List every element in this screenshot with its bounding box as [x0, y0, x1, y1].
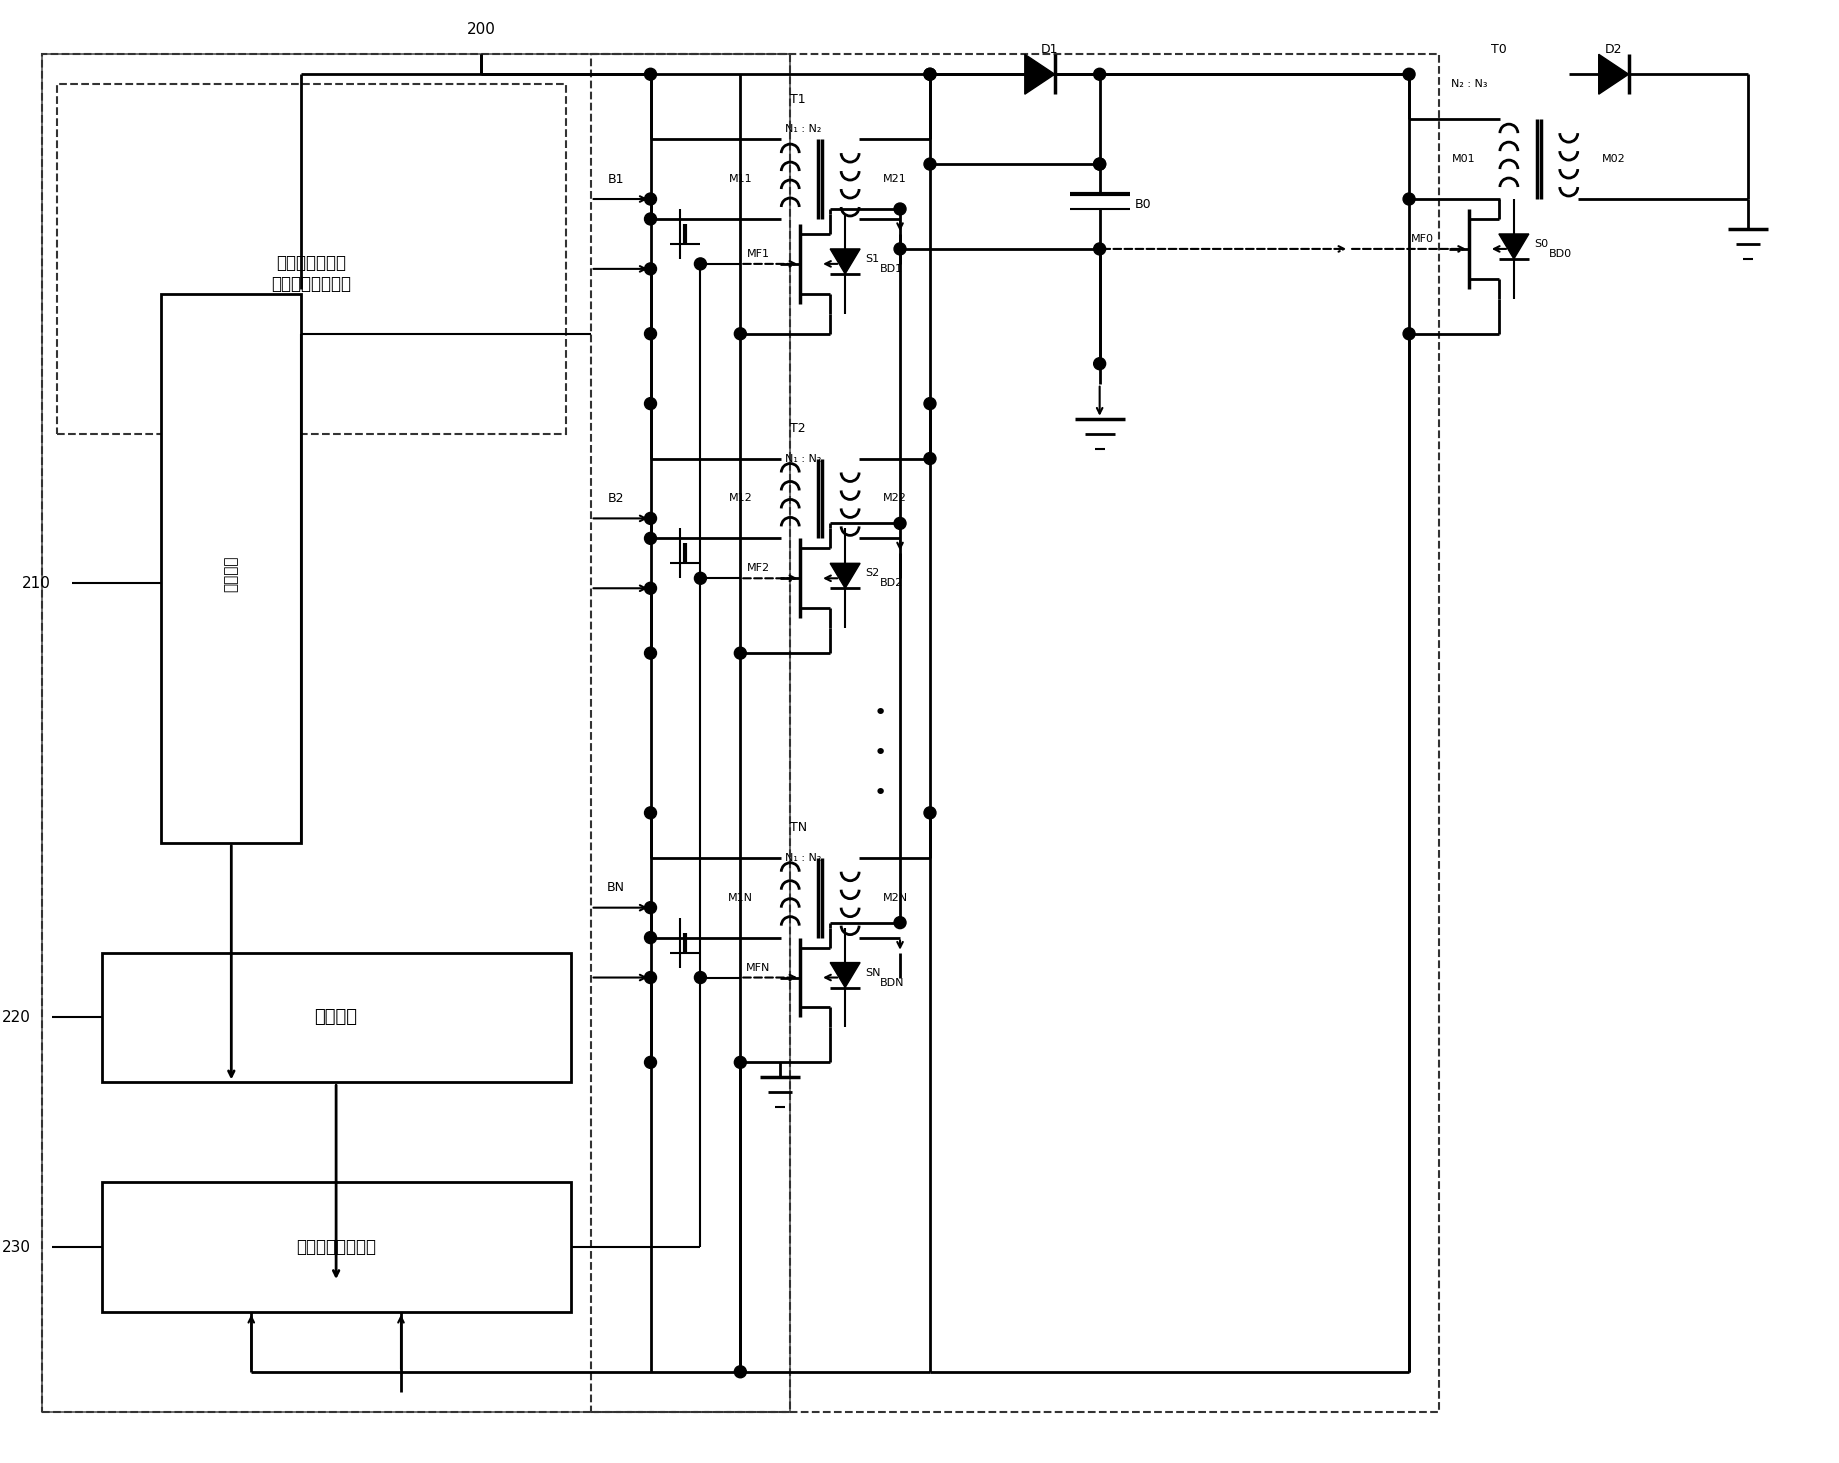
Circle shape [923, 808, 936, 819]
Circle shape [644, 932, 657, 944]
Circle shape [923, 158, 936, 170]
Text: BD2: BD2 [881, 578, 903, 588]
Text: MF2: MF2 [747, 563, 771, 573]
Text: BDN: BDN [881, 977, 905, 988]
Circle shape [1094, 69, 1105, 80]
Circle shape [644, 214, 657, 225]
Circle shape [1094, 358, 1105, 370]
Circle shape [644, 901, 657, 914]
Text: TN: TN [791, 821, 807, 834]
Bar [42, 54, 791, 1412]
Text: MFN: MFN [747, 963, 771, 973]
Text: BD0: BD0 [1548, 249, 1572, 259]
Text: N₁ : N₂: N₁ : N₂ [785, 853, 822, 863]
Circle shape [923, 69, 936, 80]
Circle shape [923, 452, 936, 465]
Text: S0: S0 [1534, 238, 1548, 249]
Circle shape [734, 1056, 747, 1068]
Circle shape [734, 647, 747, 660]
Circle shape [695, 572, 706, 584]
Circle shape [644, 263, 657, 275]
Text: BN: BN [607, 881, 625, 894]
Text: 200: 200 [467, 22, 495, 37]
Bar [162, 294, 302, 843]
Circle shape [644, 971, 657, 983]
Bar [101, 1182, 570, 1312]
Text: 220: 220 [2, 1009, 31, 1026]
Circle shape [894, 518, 907, 530]
Circle shape [1094, 158, 1105, 170]
Text: M2N: M2N [883, 892, 908, 903]
Bar [101, 952, 570, 1083]
Text: MF1: MF1 [747, 249, 771, 259]
Text: 微处理器: 微处理器 [314, 1008, 357, 1027]
Text: M01: M01 [1453, 154, 1475, 164]
Bar [590, 54, 1438, 1412]
Circle shape [644, 512, 657, 524]
Text: BD1: BD1 [881, 263, 903, 274]
Text: 开关驱动电路单元: 开关驱动电路单元 [296, 1238, 377, 1257]
Text: 210: 210 [22, 576, 51, 591]
Circle shape [1403, 69, 1414, 80]
Circle shape [1403, 193, 1414, 205]
Polygon shape [1598, 54, 1629, 94]
Text: N₁ : N₂: N₁ : N₂ [785, 454, 822, 464]
Text: M11: M11 [728, 174, 752, 184]
Text: M02: M02 [1602, 154, 1626, 164]
Text: N₂ : N₃: N₂ : N₃ [1451, 79, 1488, 89]
Circle shape [644, 398, 657, 410]
Circle shape [695, 971, 706, 983]
Circle shape [1094, 243, 1105, 255]
Text: •: • [874, 704, 886, 723]
Circle shape [894, 243, 907, 255]
Circle shape [923, 69, 936, 80]
Text: M1N: M1N [728, 892, 752, 903]
Circle shape [644, 328, 657, 339]
Circle shape [644, 808, 657, 819]
Circle shape [923, 398, 936, 410]
Text: D2: D2 [1605, 42, 1622, 56]
Text: T2: T2 [791, 423, 805, 435]
Bar [42, 54, 791, 1412]
Circle shape [894, 917, 907, 929]
Text: N₁ : N₂: N₁ : N₂ [785, 124, 822, 135]
Circle shape [695, 257, 706, 269]
Text: •: • [874, 743, 886, 764]
Polygon shape [1499, 234, 1528, 259]
Text: B1: B1 [607, 173, 623, 186]
Polygon shape [1024, 54, 1056, 94]
Text: S1: S1 [864, 255, 879, 263]
Text: M22: M22 [883, 493, 907, 503]
Circle shape [734, 1366, 747, 1378]
Text: M21: M21 [883, 174, 907, 184]
Circle shape [644, 533, 657, 544]
Text: B0: B0 [1135, 198, 1151, 211]
Polygon shape [829, 963, 861, 988]
Circle shape [644, 69, 657, 80]
Bar [57, 85, 566, 433]
Circle shape [644, 582, 657, 594]
Circle shape [644, 647, 657, 660]
Text: B2: B2 [607, 492, 623, 505]
Polygon shape [829, 249, 861, 274]
Text: MF0: MF0 [1411, 234, 1434, 244]
Text: 感测单元: 感测单元 [224, 554, 239, 591]
Polygon shape [829, 563, 861, 588]
Circle shape [1403, 328, 1414, 339]
Circle shape [644, 193, 657, 205]
Circle shape [1094, 158, 1105, 170]
Text: D1: D1 [1041, 42, 1059, 56]
Circle shape [644, 1056, 657, 1068]
Text: 230: 230 [2, 1239, 31, 1254]
Circle shape [894, 203, 907, 215]
Text: T0: T0 [1491, 42, 1506, 56]
Text: 电压感测和开关
驱动信号产生单元: 电压感测和开关 驱动信号产生单元 [270, 255, 351, 293]
Text: S2: S2 [864, 568, 879, 578]
Text: T1: T1 [791, 92, 805, 105]
Text: •: • [874, 783, 886, 803]
Circle shape [734, 328, 747, 339]
Text: SN: SN [864, 967, 881, 977]
Text: M12: M12 [728, 493, 752, 503]
